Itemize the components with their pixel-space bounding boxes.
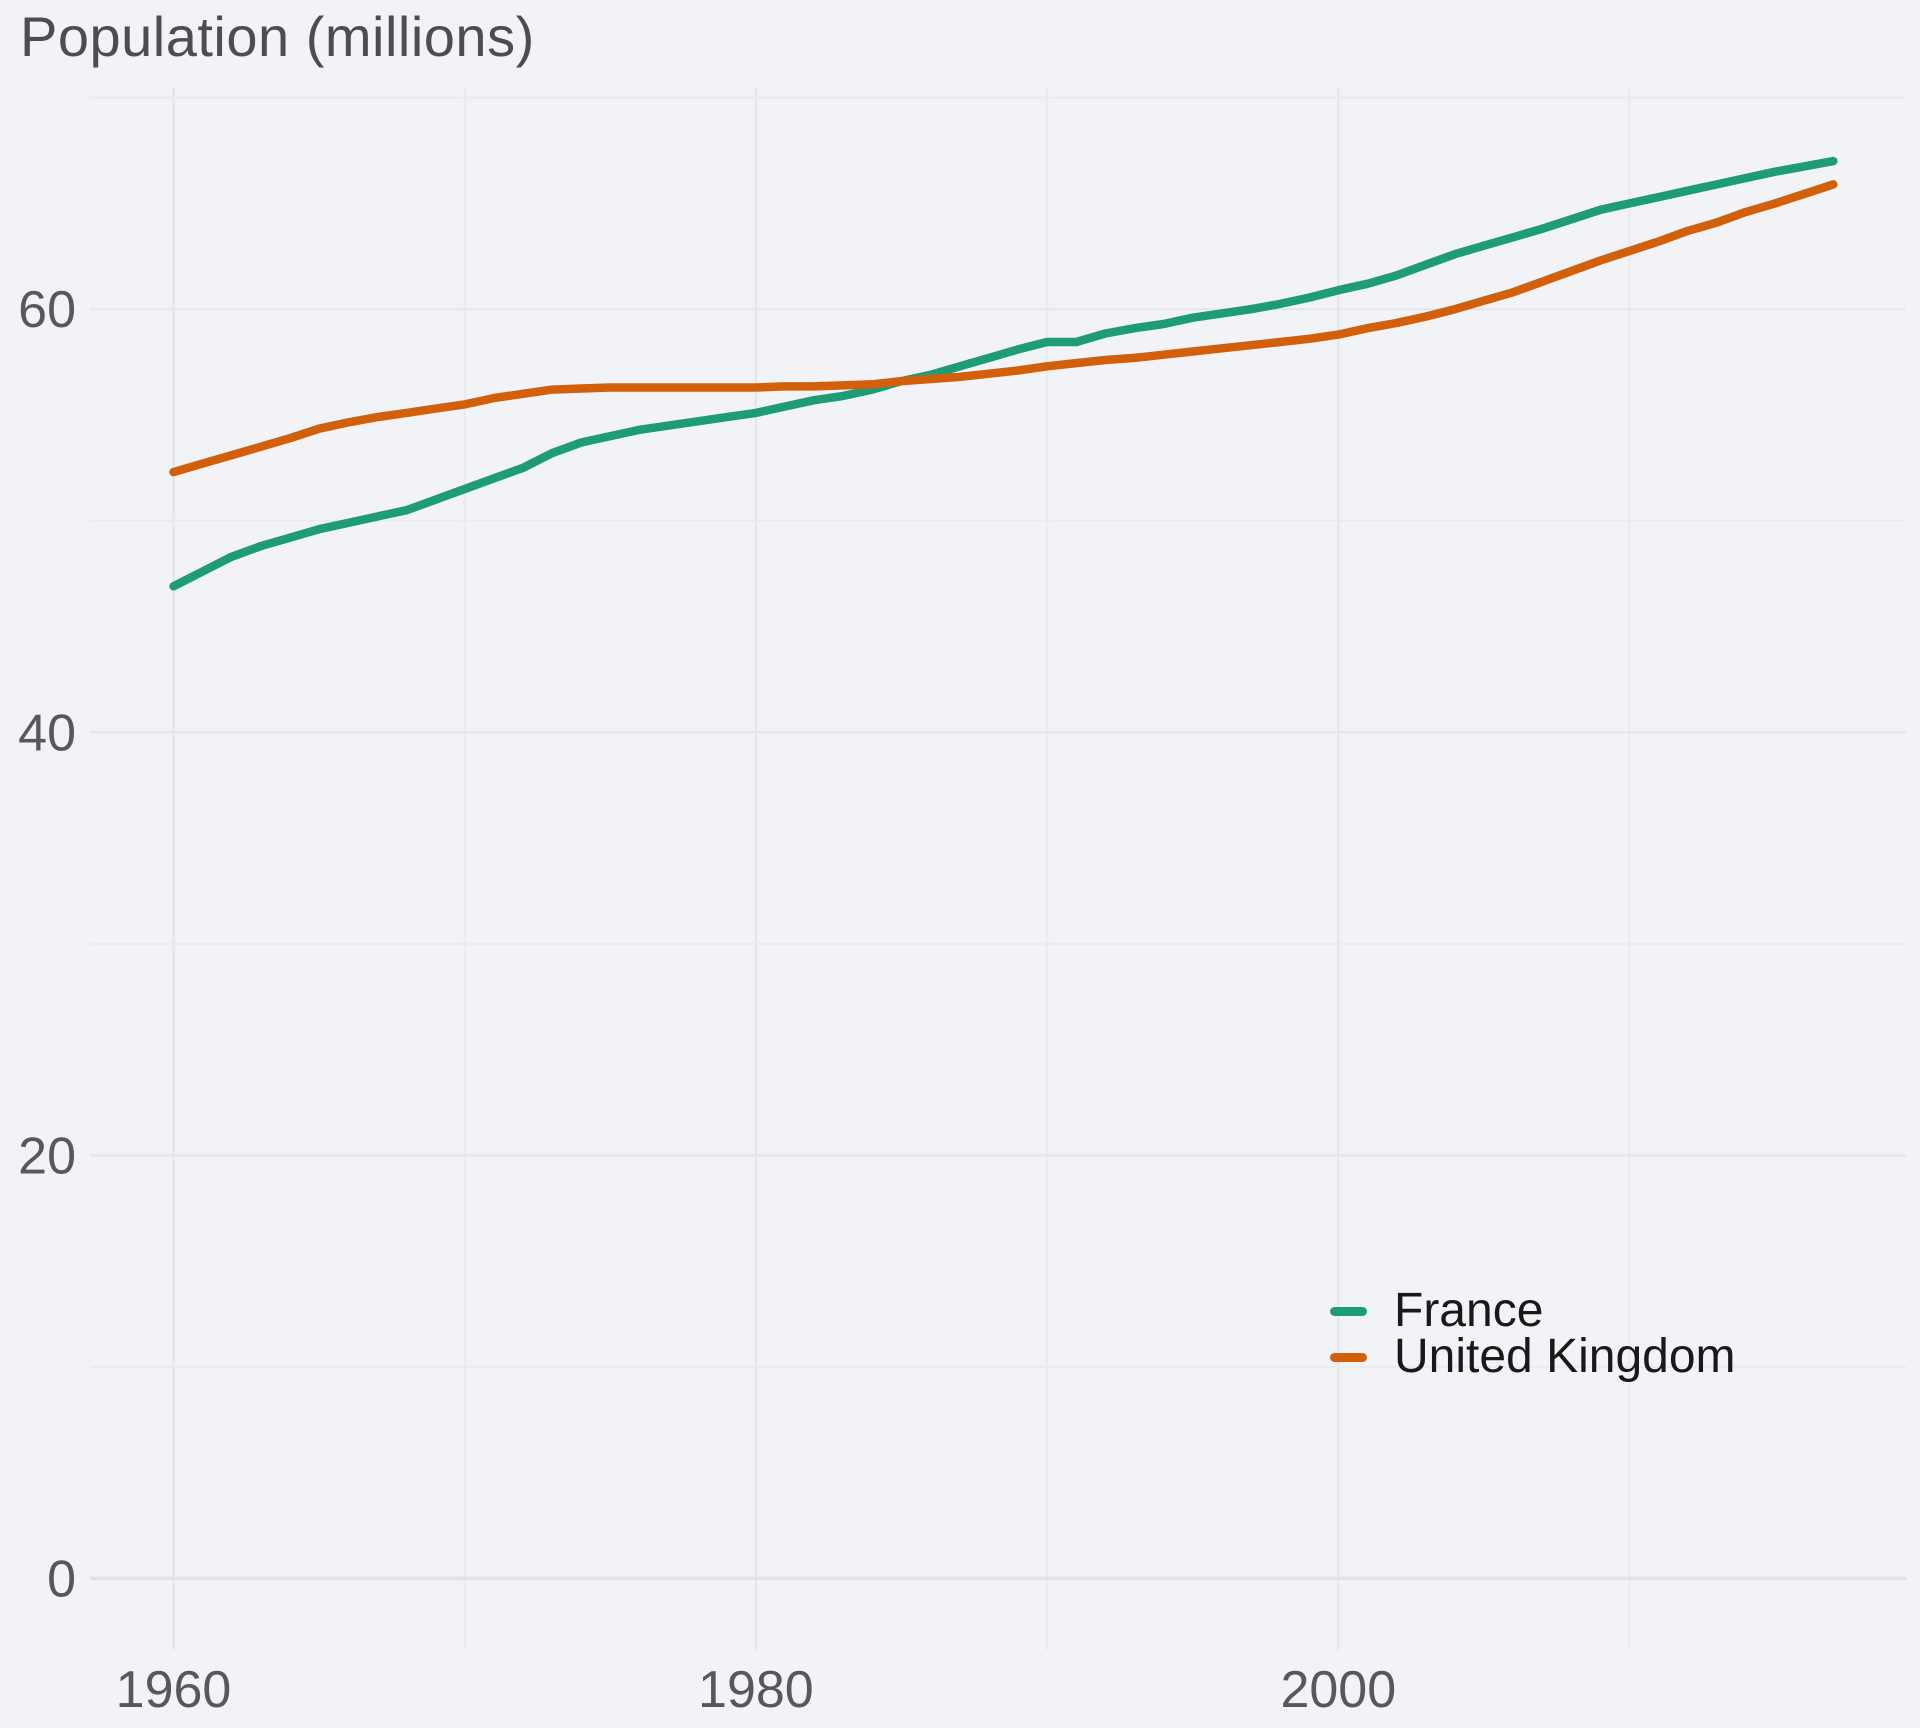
chart-legend: France United Kingdom xyxy=(1330,1284,1736,1383)
legend-swatch-icon xyxy=(1330,1306,1367,1316)
y-tick-0: 0 xyxy=(47,1551,76,1609)
x-tick-1980: 1980 xyxy=(698,1661,814,1719)
y-tick-60: 60 xyxy=(18,281,76,339)
series-line-france[interactable] xyxy=(169,156,1838,591)
y-tick-20: 20 xyxy=(18,1127,76,1185)
x-tick-2000: 2000 xyxy=(1280,1661,1396,1719)
x-tick-1960: 1960 xyxy=(116,1661,232,1719)
series-line-united-kingdom[interactable] xyxy=(169,180,1838,477)
legend-label: United Kingdom xyxy=(1394,1330,1736,1383)
legend-label: France xyxy=(1394,1284,1544,1337)
legend-item-france[interactable]: France xyxy=(1330,1284,1736,1337)
legend-swatch-icon xyxy=(1330,1352,1367,1362)
y-tick-40: 40 xyxy=(18,704,76,762)
legend-item-united-kingdom[interactable]: United Kingdom xyxy=(1330,1330,1736,1383)
chart-title: Population (millions) xyxy=(20,5,535,68)
